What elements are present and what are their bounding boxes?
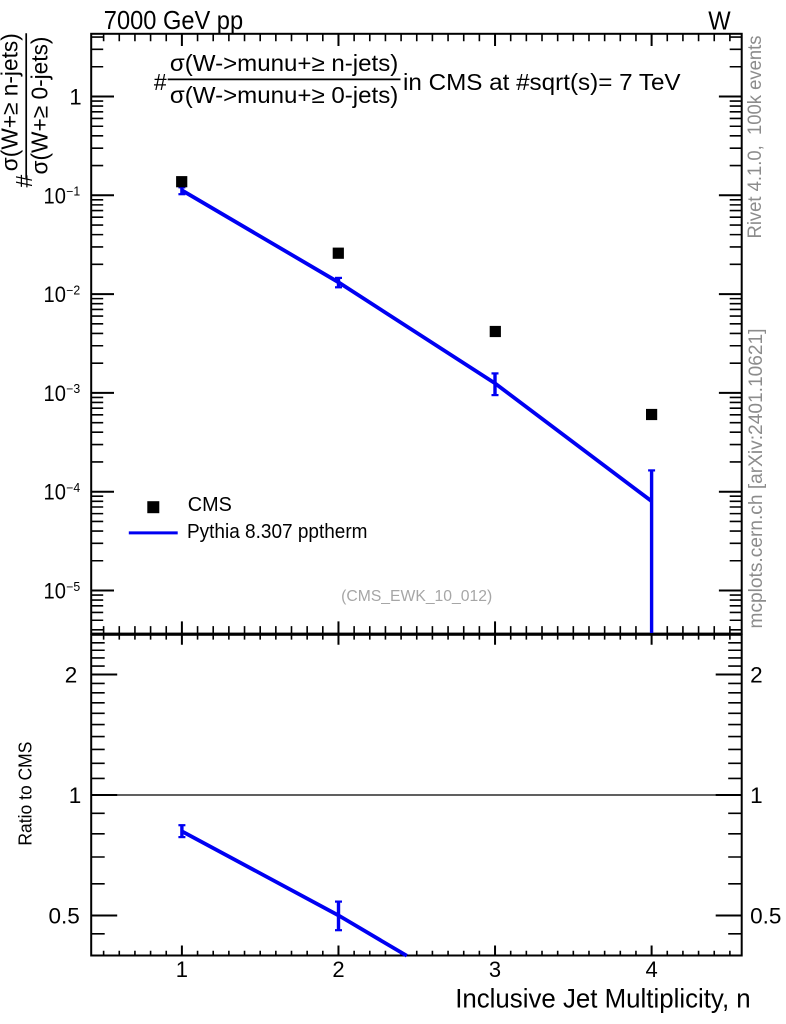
svg-text:−2: −2 bbox=[66, 283, 80, 297]
svg-text:10: 10 bbox=[44, 183, 66, 208]
svg-text:10: 10 bbox=[44, 381, 66, 406]
svg-text:Rivet 4.1.0, 100k events: Rivet 4.1.0, 100k events bbox=[745, 36, 766, 239]
svg-text:7000 GeV pp: 7000 GeV pp bbox=[104, 7, 243, 35]
svg-text:2: 2 bbox=[65, 663, 78, 688]
svg-text:10: 10 bbox=[44, 282, 66, 307]
svg-text:1: 1 bbox=[69, 85, 81, 110]
svg-text:in CMS at #sqrt(s)= 7 TeV: in CMS at #sqrt(s)= 7 TeV bbox=[403, 69, 681, 95]
svg-text:(CMS_EWK_10_012): (CMS_EWK_10_012) bbox=[341, 588, 492, 605]
svg-text:1: 1 bbox=[69, 783, 82, 808]
svg-text:Pythia 8.307 pptherm: Pythia 8.307 pptherm bbox=[187, 521, 368, 543]
svg-text:σ(W+≥ 0-jets): σ(W+≥ 0-jets) bbox=[27, 37, 53, 175]
svg-text:−5: −5 bbox=[66, 580, 80, 594]
svg-text:#: # bbox=[154, 69, 167, 95]
svg-text:2: 2 bbox=[332, 957, 344, 982]
svg-text:2: 2 bbox=[750, 663, 763, 688]
svg-text:1: 1 bbox=[176, 957, 188, 982]
svg-text:10: 10 bbox=[44, 480, 66, 505]
svg-text:10: 10 bbox=[44, 579, 66, 604]
svg-text:σ(W+≥ n-jets): σ(W+≥ n-jets) bbox=[0, 33, 23, 171]
svg-text:−1: −1 bbox=[66, 185, 80, 199]
svg-text:0.5: 0.5 bbox=[49, 904, 80, 929]
svg-text:CMS: CMS bbox=[188, 494, 232, 516]
svg-text:0.5: 0.5 bbox=[750, 904, 781, 929]
svg-text:σ(W->munu+≥ 0-jets): σ(W->munu+≥ 0-jets) bbox=[170, 82, 398, 108]
svg-text:4: 4 bbox=[645, 957, 657, 982]
svg-text:Inclusive Jet Multiplicity, n: Inclusive Jet Multiplicity, n bbox=[455, 983, 751, 1013]
svg-text:W: W bbox=[708, 8, 731, 36]
svg-text:σ(W->munu+≥ n-jets): σ(W->munu+≥ n-jets) bbox=[170, 50, 398, 76]
svg-text:3: 3 bbox=[489, 957, 501, 982]
svg-text:1: 1 bbox=[750, 783, 763, 808]
svg-text:−4: −4 bbox=[66, 481, 80, 495]
svg-text:Ratio to CMS: Ratio to CMS bbox=[16, 742, 36, 846]
svg-text:mcplots.cern.ch [arXiv:2401.10: mcplots.cern.ch [arXiv:2401.10621] bbox=[746, 329, 767, 629]
svg-text:#: # bbox=[11, 175, 37, 188]
svg-text:−3: −3 bbox=[66, 382, 80, 396]
